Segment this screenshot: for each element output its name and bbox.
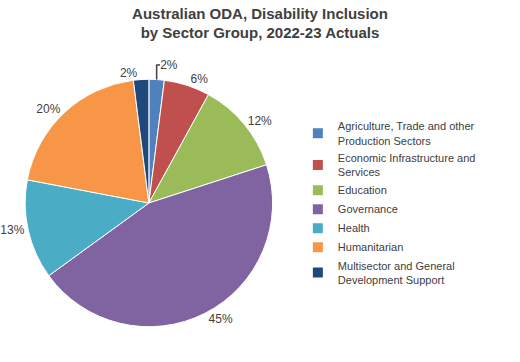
svg-text:Agriculture, Trade and otherPr: Agriculture, Trade and otherProduction S… [338,120,475,146]
svg-text:13%: 13% [0,223,24,237]
svg-text:2%: 2% [120,66,138,80]
svg-text:6%: 6% [191,72,209,86]
svg-text:45%: 45% [209,312,233,326]
svg-text:Humanitarian: Humanitarian [338,241,403,253]
svg-text:2%: 2% [160,58,178,72]
svg-text:12%: 12% [248,114,272,128]
svg-text:20%: 20% [36,102,60,116]
svg-text:Multisector and GeneralDevelop: Multisector and GeneralDevelopment Suppo… [338,260,455,286]
svg-text:Economic Infrastructure andSer: Economic Infrastructure andServices [338,152,476,178]
svg-text:Health: Health [338,222,370,234]
svg-text:Governance: Governance [338,203,398,215]
svg-text:Australian ODA, Disability Inc: Australian ODA, Disability Inclusionby S… [132,5,388,42]
svg-text:Education: Education [338,184,387,196]
